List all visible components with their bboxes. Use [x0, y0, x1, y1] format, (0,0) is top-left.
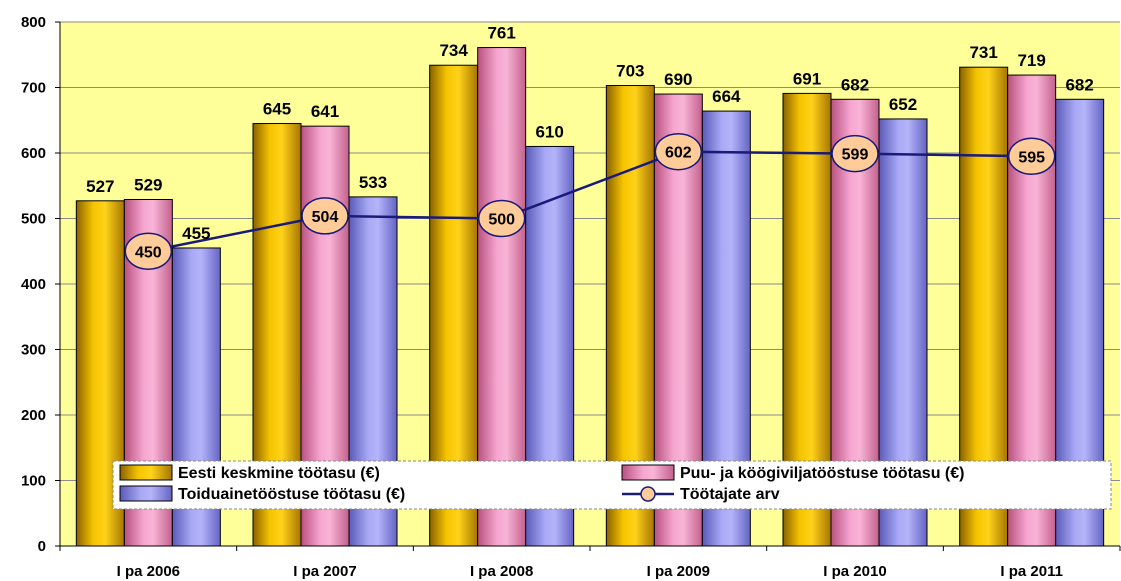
legend-line-marker	[640, 486, 656, 502]
data-label-s0-c4: 691	[793, 69, 821, 88]
x-tick-label-1: I pa 2007	[293, 563, 356, 580]
line-marker-3	[654, 132, 703, 171]
line-label-5: 595	[1018, 149, 1045, 166]
y-tick-label-100: 100	[21, 473, 46, 490]
data-labels: 527 529 455 645 641 533 734 761 610 703 690 664 691 6…	[86, 24, 1094, 243]
line-label-1: 504	[312, 209, 339, 226]
data-label-s2-c1: 533	[359, 173, 387, 192]
data-label-s1-c1: 641	[311, 102, 339, 121]
legend: Eesti keskmine töötasu (€) Puu- ja köögiv…	[112, 460, 1112, 510]
line-marker-1	[301, 197, 349, 235]
data-label-s0-c1: 645	[263, 100, 291, 119]
legend-swatch-0	[119, 464, 173, 481]
y-tick-label-600: 600	[21, 145, 46, 162]
data-label-s2-c3: 664	[712, 87, 741, 106]
line-marker-4	[831, 134, 879, 173]
axes: 0 100 200 300 400 500 600 700 800 I pa 2006 I pa 2…	[21, 14, 1121, 580]
line-label-3: 602	[665, 145, 692, 162]
data-label-s1-c2: 761	[487, 24, 515, 43]
x-tick-label-3: I pa 2009	[647, 563, 710, 580]
data-label-s0-c5: 731	[969, 43, 997, 62]
legend-swatch-2	[119, 485, 173, 502]
data-label-s2-c0: 455	[182, 224, 210, 243]
y-tick-label-0: 0	[38, 538, 46, 555]
line-series: 450 504 500 602 599 595	[124, 132, 1056, 270]
line-label-0: 450	[135, 244, 162, 261]
y-tick-label-400: 400	[21, 276, 46, 293]
legend-label-0: Eesti keskmine töötasu (€)	[178, 465, 380, 482]
x-tick-label-5: I pa 2011	[1000, 563, 1063, 580]
y-tick-label-500: 500	[21, 211, 46, 228]
data-label-s2-c5: 682	[1065, 75, 1093, 94]
data-label-s0-c0: 527	[86, 177, 114, 196]
data-label-s1-c3: 690	[664, 70, 692, 89]
data-label-s1-c4: 682	[841, 75, 869, 94]
y-tick-label-700: 700	[21, 80, 46, 97]
line-label-2: 500	[488, 212, 515, 229]
line-marker-0	[124, 232, 173, 270]
line-marker-2	[477, 199, 526, 238]
x-tick-label-2: I pa 2008	[470, 563, 533, 580]
data-label-s0-c2: 734	[439, 41, 468, 60]
x-tick-label-0: I pa 2006	[117, 563, 180, 580]
legend-label-1: Puu- ja köögiviljatööstuse töötasu (€)	[680, 465, 964, 482]
line-marker-5	[1007, 137, 1056, 176]
y-tick-label-300: 300	[21, 342, 46, 359]
data-label-s1-c5: 719	[1017, 51, 1045, 70]
legend-label-3: Töötajate arv	[680, 486, 780, 503]
data-label-s2-c4: 652	[889, 95, 917, 114]
line-label-4: 599	[842, 147, 869, 164]
legend-box	[112, 460, 1112, 510]
data-label-s0-c3: 703	[616, 62, 644, 81]
line-series-path	[148, 150, 1032, 253]
data-label-s1-c0: 529	[134, 176, 162, 195]
data-label-s2-c2: 610	[535, 122, 563, 141]
legend-label-2: Toiduainetööstuse töötasu (€)	[178, 486, 405, 503]
legend-swatch-1	[621, 464, 675, 481]
y-tick-label-200: 200	[21, 407, 46, 424]
y-tick-label-800: 800	[21, 14, 46, 31]
x-tick-label-4: I pa 2010	[823, 563, 886, 580]
